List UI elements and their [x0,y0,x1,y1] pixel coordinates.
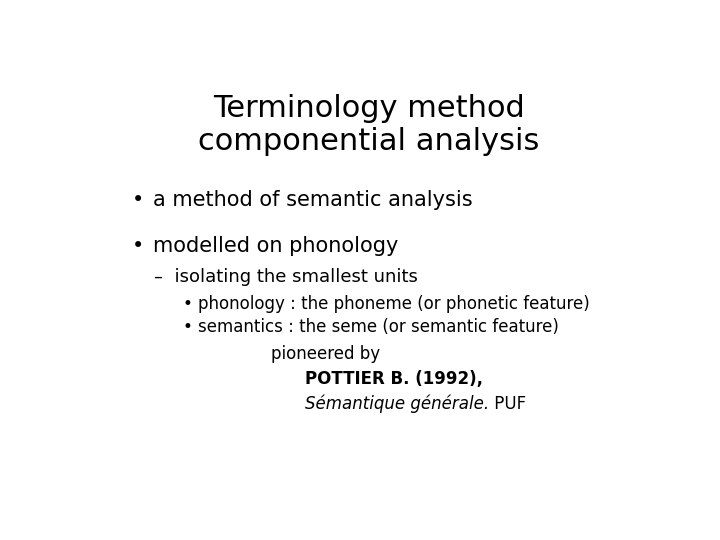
Text: pioneered by: pioneered by [271,345,380,363]
Text: –  isolating the smallest units: – isolating the smallest units [154,268,418,286]
Text: •: • [132,235,144,255]
Text: PUF: PUF [489,395,526,413]
Text: componential analysis: componential analysis [198,127,540,156]
Text: Sémantique générale.: Sémantique générale. [305,394,489,413]
Text: a method of semantic analysis: a method of semantic analysis [153,190,472,210]
Text: Terminology method: Terminology method [213,94,525,123]
Text: semantics : the seme (or semantic feature): semantics : the seme (or semantic featur… [198,318,559,336]
Text: modelled on phonology: modelled on phonology [153,235,398,255]
Text: •: • [182,295,192,313]
Text: POTTIER B. (1992),: POTTIER B. (1992), [305,370,483,388]
Text: phonology : the phoneme (or phonetic feature): phonology : the phoneme (or phonetic fea… [198,295,590,313]
Text: •: • [182,318,192,336]
Text: •: • [132,190,144,210]
